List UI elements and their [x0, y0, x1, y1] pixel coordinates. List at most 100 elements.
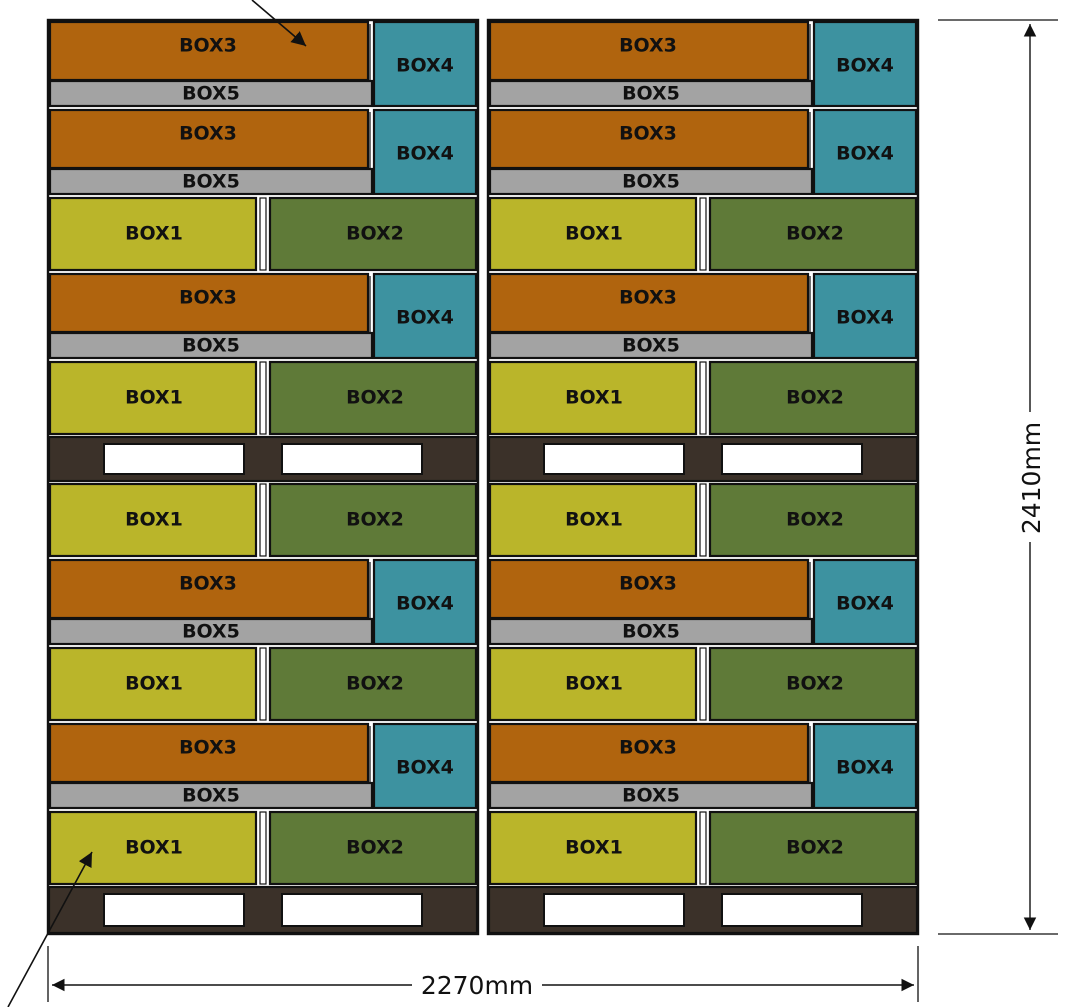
layer-1: BOX3 BOX5 BOX4: [48, 20, 478, 108]
box2: [268, 196, 478, 272]
box1: [488, 646, 698, 722]
box5: [488, 331, 814, 360]
box1-label: BOX1: [125, 837, 183, 859]
box5-label: BOX5: [182, 785, 240, 807]
box-gap: [699, 197, 707, 271]
box3-label: BOX3: [179, 35, 237, 57]
box1: [48, 646, 258, 722]
layer-10: BOX3 BOX5 BOX4: [48, 722, 478, 810]
layer-11: BOX1 BOX2: [48, 810, 478, 886]
left-stack: BOX3 BOX5 BOX4 BOX3 BOX5 BOX4 BOX1 BOX2 BOX3 BOX5…: [46, 18, 480, 936]
box1: [48, 196, 258, 272]
box4: [812, 558, 918, 646]
layer-1: BOX3 BOX5 BOX4: [488, 20, 918, 108]
box-gap: [259, 647, 267, 721]
leader-arrow-bottom: [7, 851, 93, 1007]
pallet-opening-right: [721, 893, 863, 927]
box5-label: BOX5: [182, 621, 240, 643]
box4-label: BOX4: [836, 757, 894, 779]
box4: [372, 108, 478, 196]
box5: [48, 781, 374, 810]
layer-10: BOX3 BOX5 BOX4: [488, 722, 918, 810]
box1-label: BOX1: [565, 837, 623, 859]
box1-label: BOX1: [565, 673, 623, 695]
box2-label: BOX2: [346, 837, 404, 859]
box5: [488, 167, 814, 196]
box1-label: BOX1: [125, 387, 183, 409]
leader-arrow-top: [251, 0, 307, 47]
layer-5: BOX1 BOX2: [48, 360, 478, 436]
box1-label: BOX1: [565, 509, 623, 531]
layer-2: BOX3 BOX5 BOX4: [488, 108, 918, 196]
box2: [268, 482, 478, 558]
box2-label: BOX2: [346, 223, 404, 245]
left-stack-outline: [46, 18, 480, 936]
pallet-opening-left: [543, 443, 685, 475]
box-gap: [699, 483, 707, 557]
box-gap: [699, 361, 707, 435]
box3-label: BOX3: [179, 737, 237, 759]
box2: [268, 646, 478, 722]
box3: [488, 558, 810, 620]
box5: [488, 617, 814, 646]
box2-label: BOX2: [346, 387, 404, 409]
pallet-opening-left: [103, 443, 245, 475]
box5-label: BOX5: [182, 171, 240, 193]
layer-7: BOX1 BOX2: [48, 482, 478, 558]
layer-5: BOX1 BOX2: [488, 360, 918, 436]
pallet-opening-right: [721, 443, 863, 475]
right-stack-outline: [486, 18, 920, 936]
box5: [48, 331, 374, 360]
box4-label: BOX4: [396, 55, 454, 77]
box1: [488, 196, 698, 272]
box2-label: BOX2: [786, 509, 844, 531]
box2: [708, 196, 918, 272]
box3-label: BOX3: [619, 573, 677, 595]
stacks-layer: BOX3 BOX5 BOX4 BOX3 BOX5 BOX4 BOX1 BOX2 BOX3 BOX5…: [46, 18, 920, 936]
layer-2: BOX3 BOX5 BOX4: [48, 108, 478, 196]
layer-8: BOX3 BOX5 BOX4: [488, 558, 918, 646]
right-stack: BOX3 BOX5 BOX4 BOX3 BOX5 BOX4 BOX1 BOX2 BOX3 BOX5…: [486, 18, 920, 936]
pallet-opening-left: [103, 893, 245, 927]
box2-label: BOX2: [346, 673, 404, 695]
box1: [488, 360, 698, 436]
box2-label: BOX2: [786, 387, 844, 409]
pallet-opening-left: [543, 893, 685, 927]
box5-label: BOX5: [622, 335, 680, 357]
box2: [268, 360, 478, 436]
box4: [372, 20, 478, 108]
box1: [48, 482, 258, 558]
layer-4: BOX3 BOX5 BOX4: [48, 272, 478, 360]
box1-label: BOX1: [125, 673, 183, 695]
box4: [812, 722, 918, 810]
box2-label: BOX2: [346, 509, 404, 531]
box4-label: BOX4: [836, 143, 894, 165]
box2: [708, 482, 918, 558]
box5-label: BOX5: [182, 335, 240, 357]
box5-label: BOX5: [622, 171, 680, 193]
width-dimension: 2270mm: [47, 946, 919, 1002]
layer-3: BOX1 BOX2: [48, 196, 478, 272]
box3-label: BOX3: [619, 737, 677, 759]
pallet-opening-right: [281, 443, 423, 475]
box4-label: BOX4: [396, 757, 454, 779]
pallet-opening-right: [281, 893, 423, 927]
box4-label: BOX4: [836, 55, 894, 77]
box5: [48, 79, 374, 108]
layer-12: [487, 885, 919, 935]
box5-label: BOX5: [622, 83, 680, 105]
box4: [812, 20, 918, 108]
box1: [48, 810, 258, 886]
box2: [708, 646, 918, 722]
box-gap: [259, 197, 267, 271]
box4: [372, 272, 478, 360]
box3: [488, 722, 810, 784]
box4-label: BOX4: [396, 593, 454, 615]
box2-label: BOX2: [786, 673, 844, 695]
box1: [48, 360, 258, 436]
box5: [488, 79, 814, 108]
box4: [372, 722, 478, 810]
layer-8: BOX3 BOX5 BOX4: [48, 558, 478, 646]
box2: [708, 360, 918, 436]
